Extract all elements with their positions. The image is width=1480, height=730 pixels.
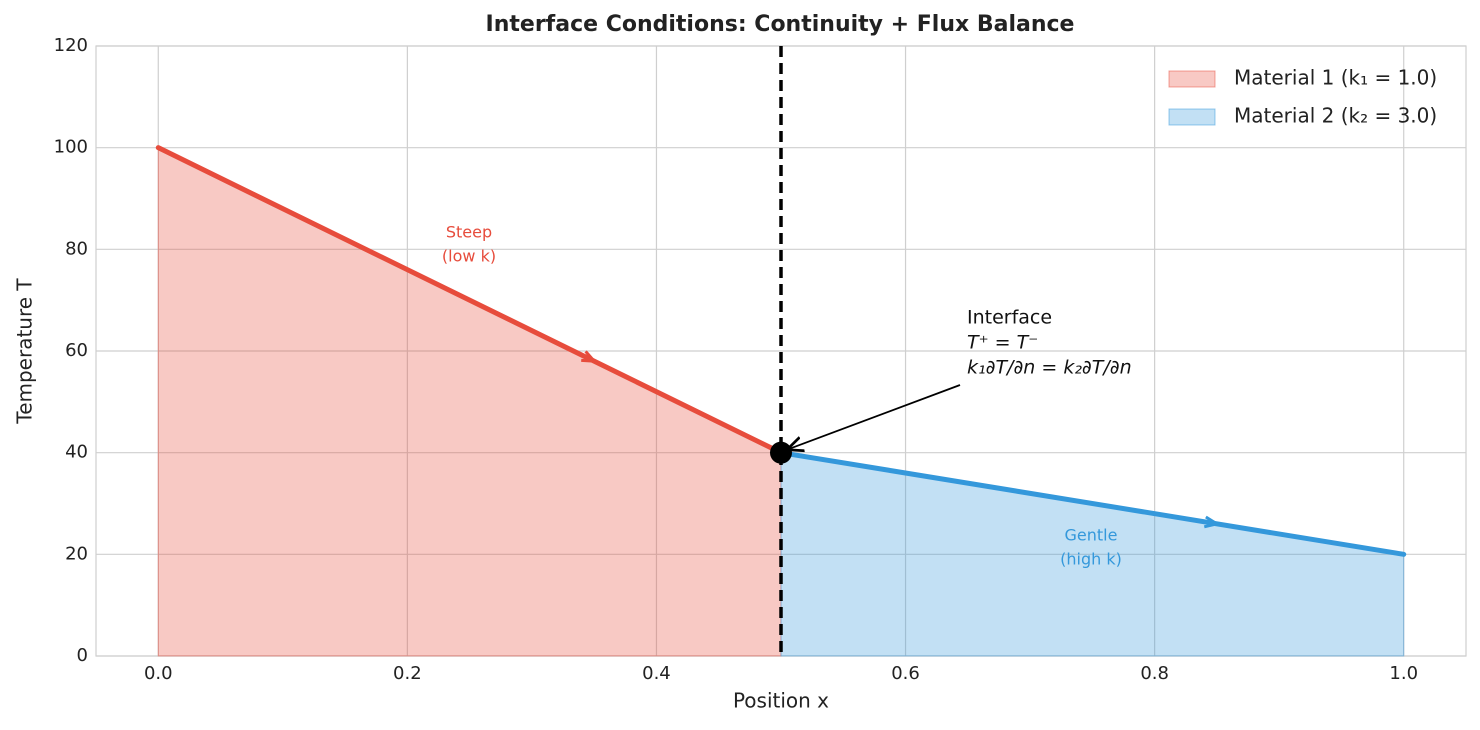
legend-label: Material 2 (k₂ = 3.0): [1234, 104, 1437, 128]
direction-arrow: [1203, 515, 1221, 529]
annotation-text: k₁∂T/∂n = k₂∂T/∂n: [967, 357, 1132, 379]
annotation-arrow: [787, 384, 961, 450]
line: [778, 450, 1407, 557]
annotation-text: Interface: [967, 307, 1052, 329]
x-axis-label: Position x: [733, 689, 829, 713]
y-tick-label: 80: [65, 238, 88, 259]
annotation-text: (low k): [442, 247, 496, 266]
y-tick-label: 120: [54, 35, 88, 56]
annotation-text: Steep: [446, 223, 492, 242]
x-tick-label: 0.0: [144, 663, 173, 684]
x-tick-label: 0.6: [891, 663, 920, 684]
legend-swatch: [1168, 70, 1216, 88]
y-tick-label: 0: [77, 645, 88, 666]
interface-point: [770, 441, 792, 464]
legend-swatch: [1168, 108, 1216, 126]
x-tick-label: 1.0: [1389, 663, 1418, 684]
chart-title: Interface Conditions: Continuity + Flux …: [486, 12, 1075, 37]
x-tick-label: 0.4: [642, 663, 671, 684]
line: [155, 145, 784, 456]
x-tick-label: 0.2: [393, 663, 422, 684]
y-tick-label: 20: [65, 543, 88, 564]
legend-label: Material 1 (k₁ = 1.0): [1234, 66, 1437, 90]
annotation-text: Gentle: [1065, 526, 1118, 545]
annotation-text: (high k): [1060, 550, 1122, 569]
legend: Material 1 (k₁ = 1.0) Material 2 (k₂ = 3.…: [1168, 66, 1437, 128]
y-tick-label: 100: [54, 137, 88, 158]
y-axis-label: Temperature T: [13, 278, 37, 425]
y-tick-label: 40: [65, 442, 88, 463]
annotation-text: T⁺ = T⁻: [967, 332, 1038, 354]
x-tick-label: 0.8: [1140, 663, 1169, 684]
direction-arrow: [581, 350, 598, 363]
y-tick-label: 60: [65, 340, 88, 361]
